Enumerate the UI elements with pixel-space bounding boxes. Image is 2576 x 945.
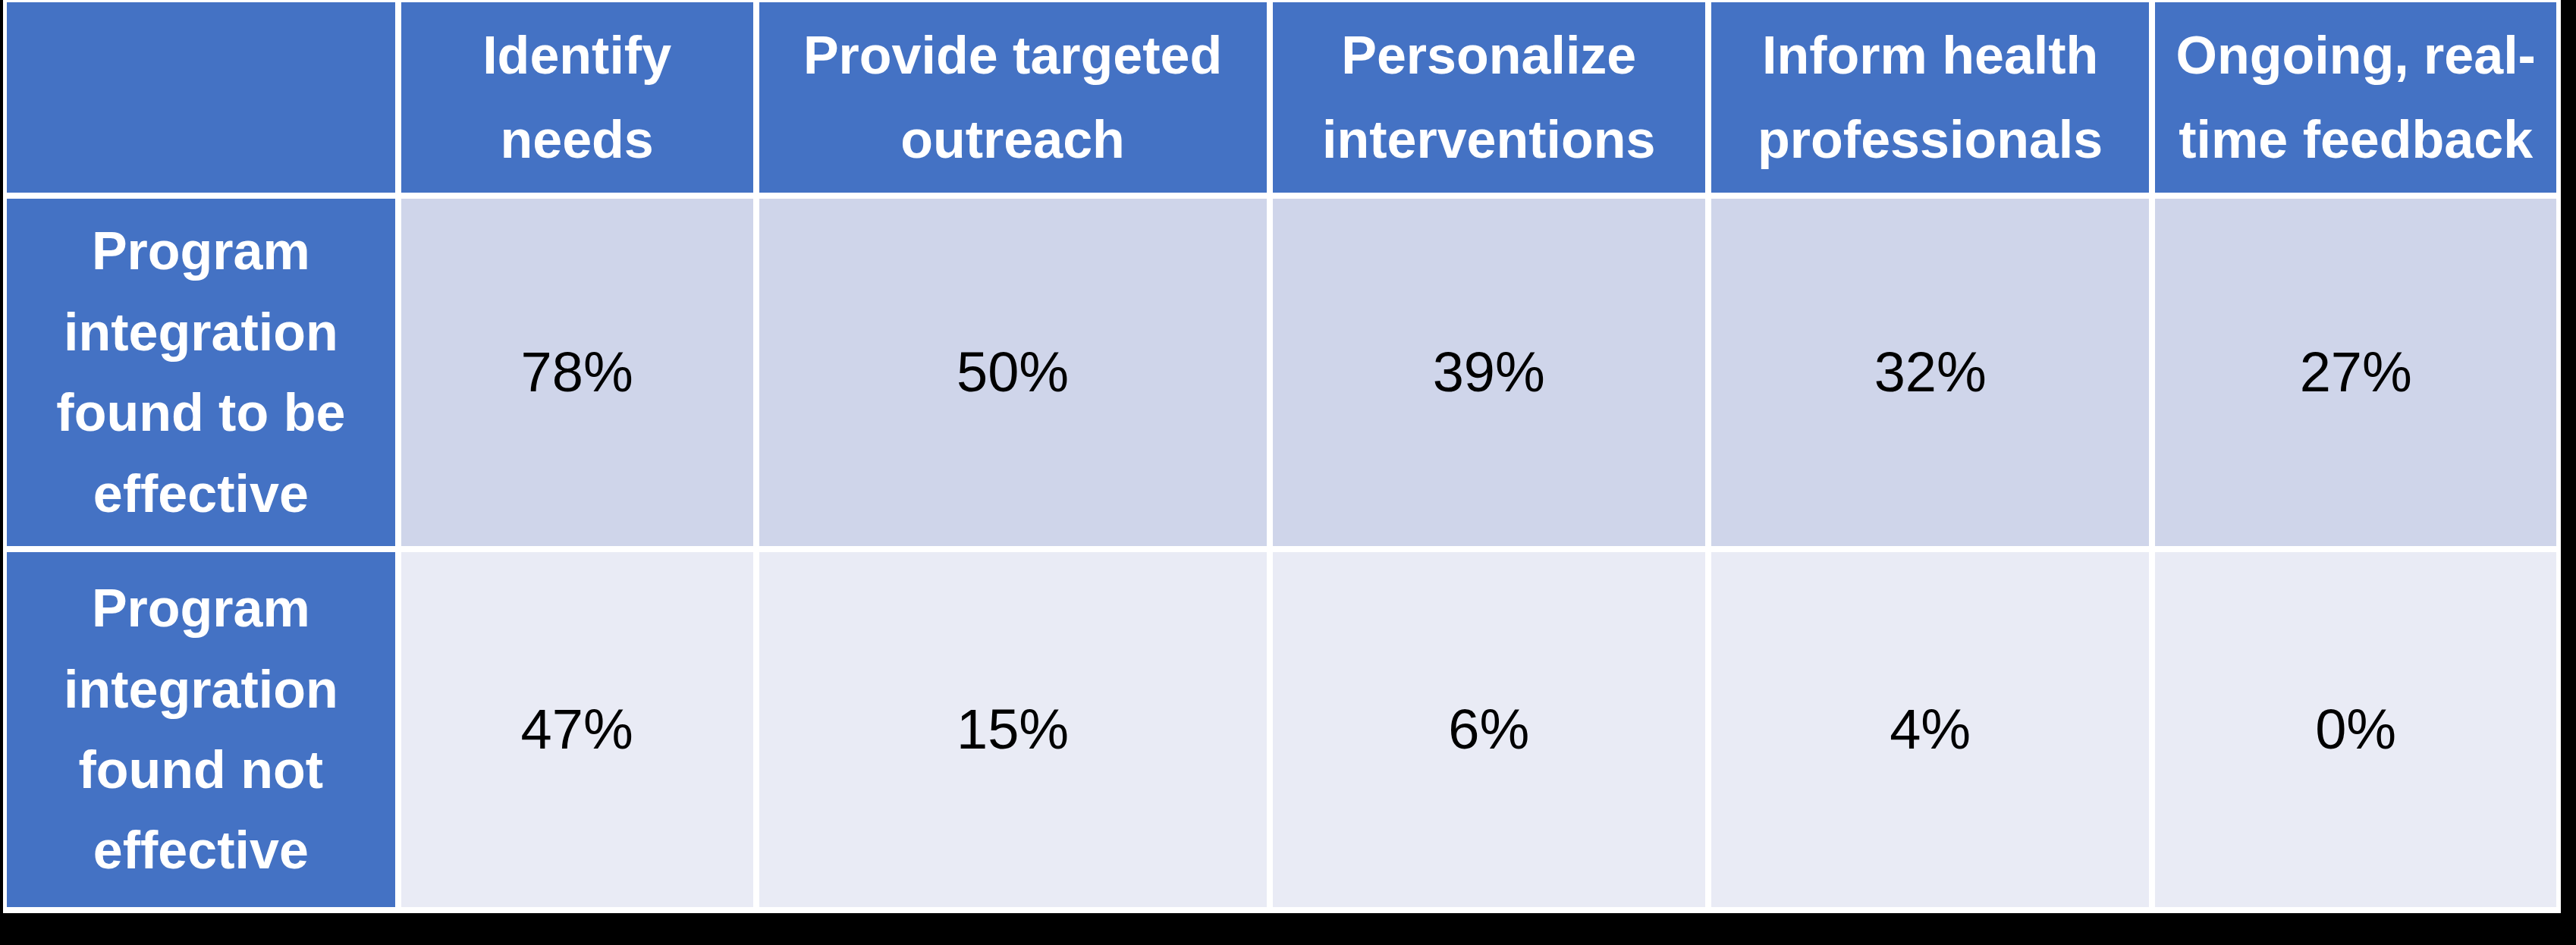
column-header-inform-health-professionals: Inform health professionals bbox=[1711, 2, 2149, 193]
slide-background: Identify needs Provide targeted outreach… bbox=[0, 0, 2576, 945]
column-header-provide-targeted-outreach: Provide targeted outreach bbox=[759, 2, 1267, 193]
column-header-personalize-interventions: Personalize interventions bbox=[1273, 2, 1705, 193]
table-cell-effective-identify-needs: 78% bbox=[401, 199, 753, 546]
column-header-identify-needs: Identify needs bbox=[401, 2, 753, 193]
table-cell-not-effective-inform-professionals: 4% bbox=[1711, 552, 2149, 907]
program-integration-table: Identify needs Provide targeted outreach… bbox=[3, 0, 2561, 913]
table-cell-not-effective-realtime-feedback: 0% bbox=[2155, 552, 2556, 907]
table-cell-not-effective-personalize-interventions: 6% bbox=[1273, 552, 1705, 907]
row-header-integration-not-effective: Program integration found not effective bbox=[7, 552, 395, 907]
table-grid: Identify needs Provide targeted outreach… bbox=[7, 2, 2556, 907]
row-header-integration-effective: Program integration found to be effectiv… bbox=[7, 199, 395, 546]
table-cell-effective-inform-professionals: 32% bbox=[1711, 199, 2149, 546]
table-cell-effective-personalize-interventions: 39% bbox=[1273, 199, 1705, 546]
column-header-ongoing-real-time-feedback: Ongoing, real-time feedback bbox=[2155, 2, 2556, 193]
table-cell-effective-realtime-feedback: 27% bbox=[2155, 199, 2556, 546]
table-cell-not-effective-targeted-outreach: 15% bbox=[759, 552, 1267, 907]
table-cell-not-effective-identify-needs: 47% bbox=[401, 552, 753, 907]
table-cell-effective-targeted-outreach: 50% bbox=[759, 199, 1267, 546]
corner-cell bbox=[7, 2, 395, 193]
